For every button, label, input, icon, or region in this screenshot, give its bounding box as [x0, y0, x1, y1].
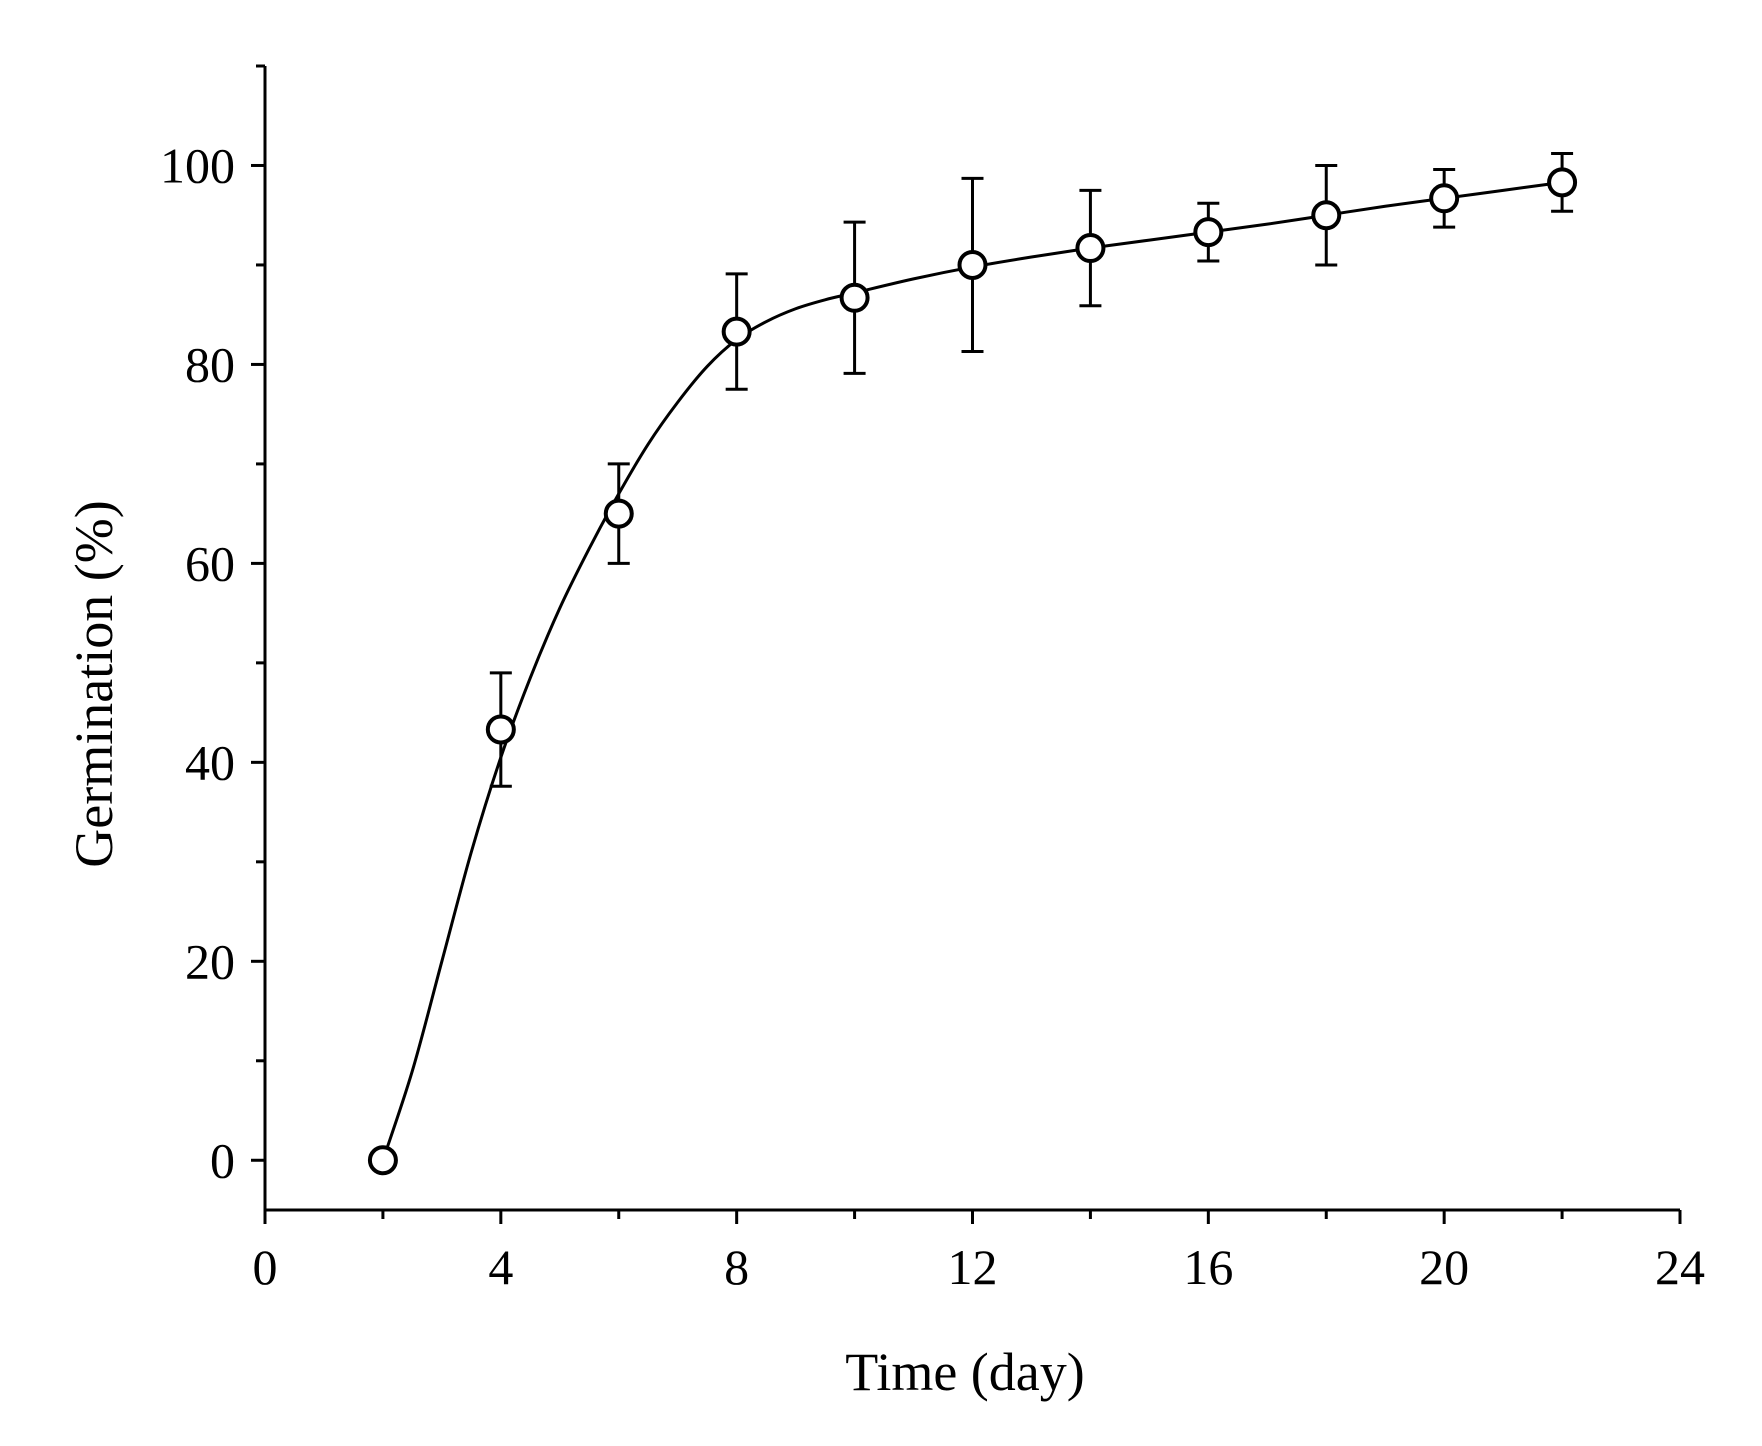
data-point: [1311, 200, 1342, 231]
y-tick-label: 40: [185, 734, 235, 790]
y-tick-label: 100: [160, 137, 235, 193]
x-tick-label: 8: [724, 1239, 749, 1295]
data-point: [957, 249, 988, 280]
y-tick-label: 60: [185, 535, 235, 591]
x-tick-label: 24: [1655, 1239, 1705, 1295]
data-point: [839, 282, 870, 313]
data-point: [1193, 217, 1224, 248]
x-tick-label: 0: [253, 1239, 278, 1295]
data-point: [367, 1145, 398, 1176]
data-point: [721, 316, 752, 347]
x-axis-title: Time (day): [845, 1342, 1085, 1402]
axis-ticks: 0 4 8 12 16 20 24 0 20 40 60 80 100: [160, 64, 1705, 1295]
y-tick-label: 0: [210, 1132, 235, 1188]
x-tick-label: 12: [948, 1239, 998, 1295]
data-point: [1547, 167, 1578, 198]
y-tick-label: 20: [185, 933, 235, 989]
y-axis-title: Germination (%): [64, 500, 124, 867]
data-point: [1429, 183, 1460, 214]
y-tick-label: 80: [185, 336, 235, 392]
x-tick-label: 20: [1419, 1239, 1469, 1295]
data-point: [603, 498, 634, 529]
data-point: [1075, 233, 1106, 264]
data-points: [367, 152, 1578, 1176]
x-tick-label: 16: [1183, 1239, 1233, 1295]
data-point: [485, 714, 516, 745]
x-tick-label: 4: [488, 1239, 513, 1295]
